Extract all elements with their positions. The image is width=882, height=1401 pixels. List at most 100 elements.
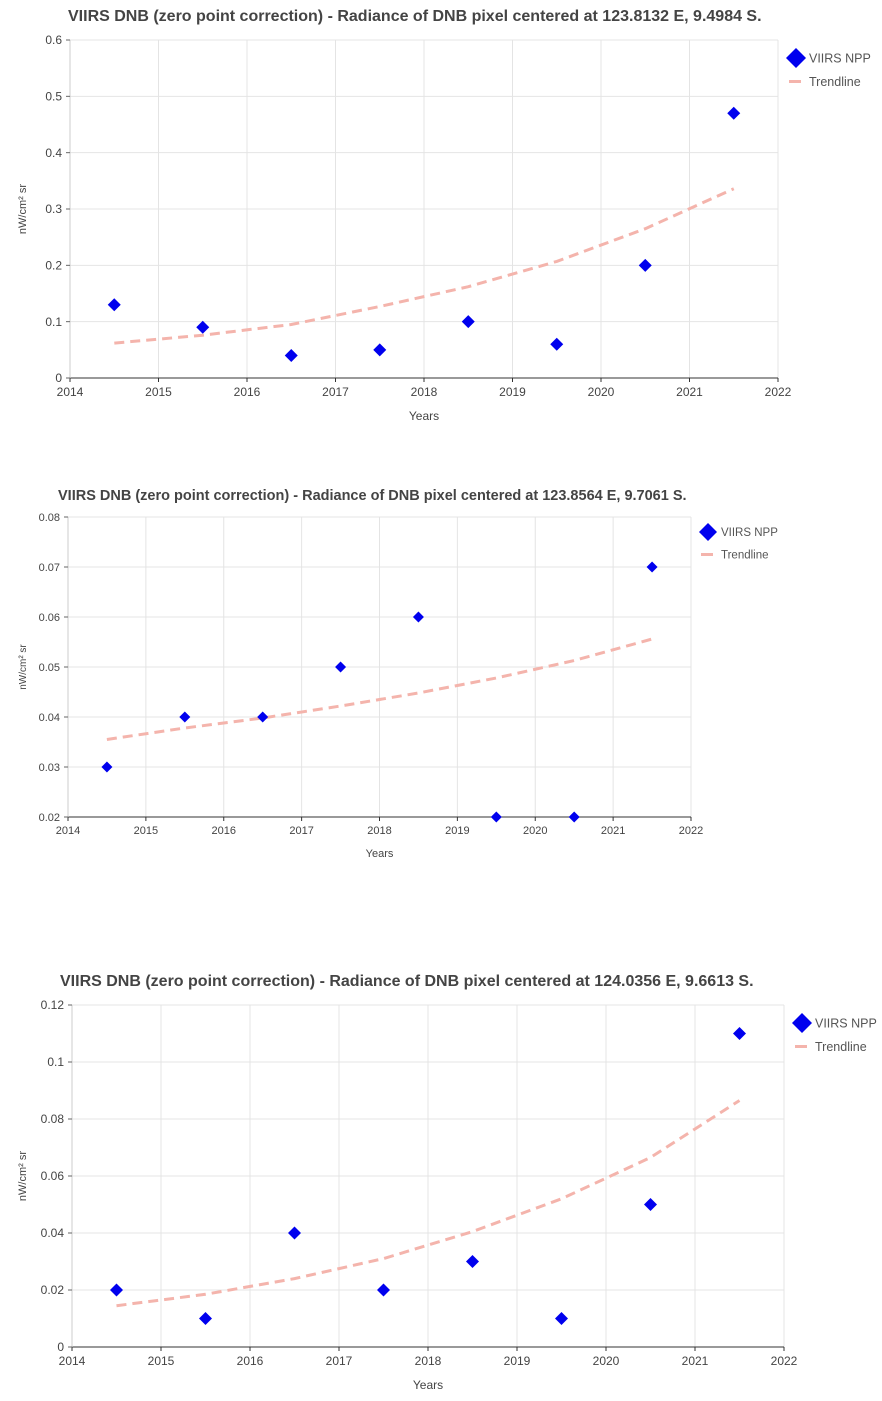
legend-label: Trendline — [809, 75, 861, 89]
y-tick-label: 0.03 — [39, 762, 60, 774]
data-point — [284, 348, 298, 362]
x-tick-label: 2022 — [765, 385, 792, 399]
data-point — [196, 320, 210, 334]
y-tick-label: 0.08 — [41, 1112, 65, 1126]
y-tick-label: 0.4 — [45, 146, 62, 160]
x-tick-label: 2021 — [676, 385, 703, 399]
y-axis-title: nW/cm² sr — [17, 184, 29, 234]
data-point — [373, 343, 387, 357]
legend: VIIRS NPP Trendline — [699, 523, 778, 562]
data-point — [466, 1255, 479, 1268]
y-tick-label: 0.02 — [39, 812, 60, 824]
trendline — [114, 187, 735, 345]
x-tick-label: 2018 — [415, 1354, 442, 1368]
data-point — [727, 106, 741, 120]
x-tick-label: 2014 — [56, 825, 80, 837]
y-tick-label: 0 — [57, 1340, 64, 1354]
x-tick-label: 2022 — [679, 825, 703, 837]
y-tick-label: 0.05 — [39, 662, 60, 674]
data-point — [199, 1312, 212, 1325]
chart-3-plot: 2014 2015 2016 2017 2018 2019 2020 2021 2022 0 0.0… — [17, 998, 877, 1392]
legend-marker-diamond — [786, 48, 806, 68]
data-point — [110, 1283, 123, 1297]
y-tick-label: 0.12 — [41, 998, 65, 1012]
legend-marker-diamond — [699, 523, 717, 541]
x-tick-label: 2019 — [499, 385, 526, 399]
x-tick-label: 2016 — [234, 385, 261, 399]
y-tick-label: 0.5 — [45, 90, 62, 104]
chart-title: VIIRS DNB (zero point correction) - Radi… — [60, 973, 754, 990]
y-tick-label: 0.3 — [45, 202, 62, 216]
x-tick-label: 2021 — [601, 825, 625, 837]
chart-1: VIIRS DNB (zero point correction) - Radi… — [0, 0, 882, 440]
x-tick-label: 2017 — [322, 385, 349, 399]
data-point — [335, 661, 347, 673]
data-point — [733, 1027, 746, 1040]
legend-label: VIIRS NPP — [809, 51, 871, 65]
grid — [71, 1004, 785, 1348]
y-tick-label: 0.6 — [45, 33, 62, 47]
trendline — [106, 637, 653, 741]
x-tick-label: 2016 — [237, 1354, 264, 1368]
chart-2: VIIRS DNB (zero point correction) - Radi… — [0, 470, 882, 890]
x-tick-label: 2019 — [445, 825, 469, 837]
x-tick-label: 2022 — [771, 1354, 798, 1368]
x-tick-label: 2016 — [212, 825, 236, 837]
y-tick-label: 0.07 — [39, 562, 60, 574]
x-tick-label: 2015 — [148, 1354, 175, 1368]
y-tick-label: 0.06 — [39, 612, 60, 624]
grid — [69, 39, 779, 379]
x-tick-label: 2014 — [57, 385, 84, 399]
y-tick-label: 0.04 — [39, 712, 60, 724]
x-tick-label: 2014 — [59, 1354, 86, 1368]
y-axis-title: nW/cm² sr — [18, 644, 29, 690]
y-axis-title: nW/cm² sr — [17, 1151, 29, 1201]
data-point — [644, 1198, 657, 1211]
legend-label: Trendline — [721, 550, 769, 562]
x-tick-label: 2020 — [588, 385, 615, 399]
chart-2-plot: 2014 2015 2016 2017 2018 2019 2020 2021 2022 0.02… — [18, 512, 778, 860]
data-point — [490, 811, 502, 823]
grid — [67, 516, 692, 818]
data-point — [107, 298, 121, 312]
chart-title: VIIRS DNB (zero point correction) - Radi… — [68, 8, 762, 25]
legend-label: Trendline — [815, 1040, 867, 1054]
chart-3: VIIRS DNB (zero point correction) - Radi… — [0, 955, 882, 1401]
trendline — [116, 1099, 741, 1308]
y-tick-label: 0 — [55, 371, 62, 385]
chart-title: VIIRS DNB (zero point correction) - Radi… — [58, 488, 687, 504]
x-tick-label: 2020 — [593, 1354, 620, 1368]
y-tick-label: 0.02 — [41, 1283, 65, 1297]
y-tick-label: 0.04 — [41, 1226, 65, 1240]
x-tick-label: 2017 — [289, 825, 313, 837]
y-tick-label: 0.08 — [39, 512, 60, 524]
y-tick-label: 0.2 — [45, 259, 62, 273]
x-tick-label: 2018 — [367, 825, 391, 837]
x-axis-title: Years — [409, 409, 439, 423]
data-point — [568, 811, 580, 823]
data-point — [555, 1312, 568, 1325]
legend-label: VIIRS NPP — [721, 527, 778, 539]
data-point — [646, 561, 658, 573]
data-point — [461, 315, 475, 329]
data-point — [288, 1226, 301, 1240]
x-tick-label: 2018 — [411, 385, 438, 399]
y-tick-label: 0.1 — [47, 1055, 64, 1069]
x-tick-label: 2015 — [145, 385, 172, 399]
x-tick-label: 2019 — [504, 1354, 531, 1368]
x-tick-label: 2021 — [682, 1354, 709, 1368]
data-point — [550, 337, 564, 351]
legend: VIIRS NPP Trendline — [792, 1013, 877, 1054]
x-tick-label: 2017 — [326, 1354, 353, 1368]
legend: VIIRS NPP Trendline — [786, 48, 871, 89]
data-point — [412, 611, 424, 623]
legend-label: VIIRS NPP — [815, 1016, 877, 1030]
data-point — [101, 761, 113, 773]
legend-marker-diamond — [792, 1013, 812, 1033]
data-point — [638, 258, 652, 272]
chart-1-plot: 2014 2015 2016 2017 2018 2019 2020 2021 2022 0 0.1… — [17, 33, 871, 423]
y-tick-label: 0.1 — [45, 315, 62, 329]
y-tick-label: 0.06 — [41, 1169, 65, 1183]
data-point — [257, 711, 269, 723]
x-axis-title: Years — [366, 848, 394, 860]
